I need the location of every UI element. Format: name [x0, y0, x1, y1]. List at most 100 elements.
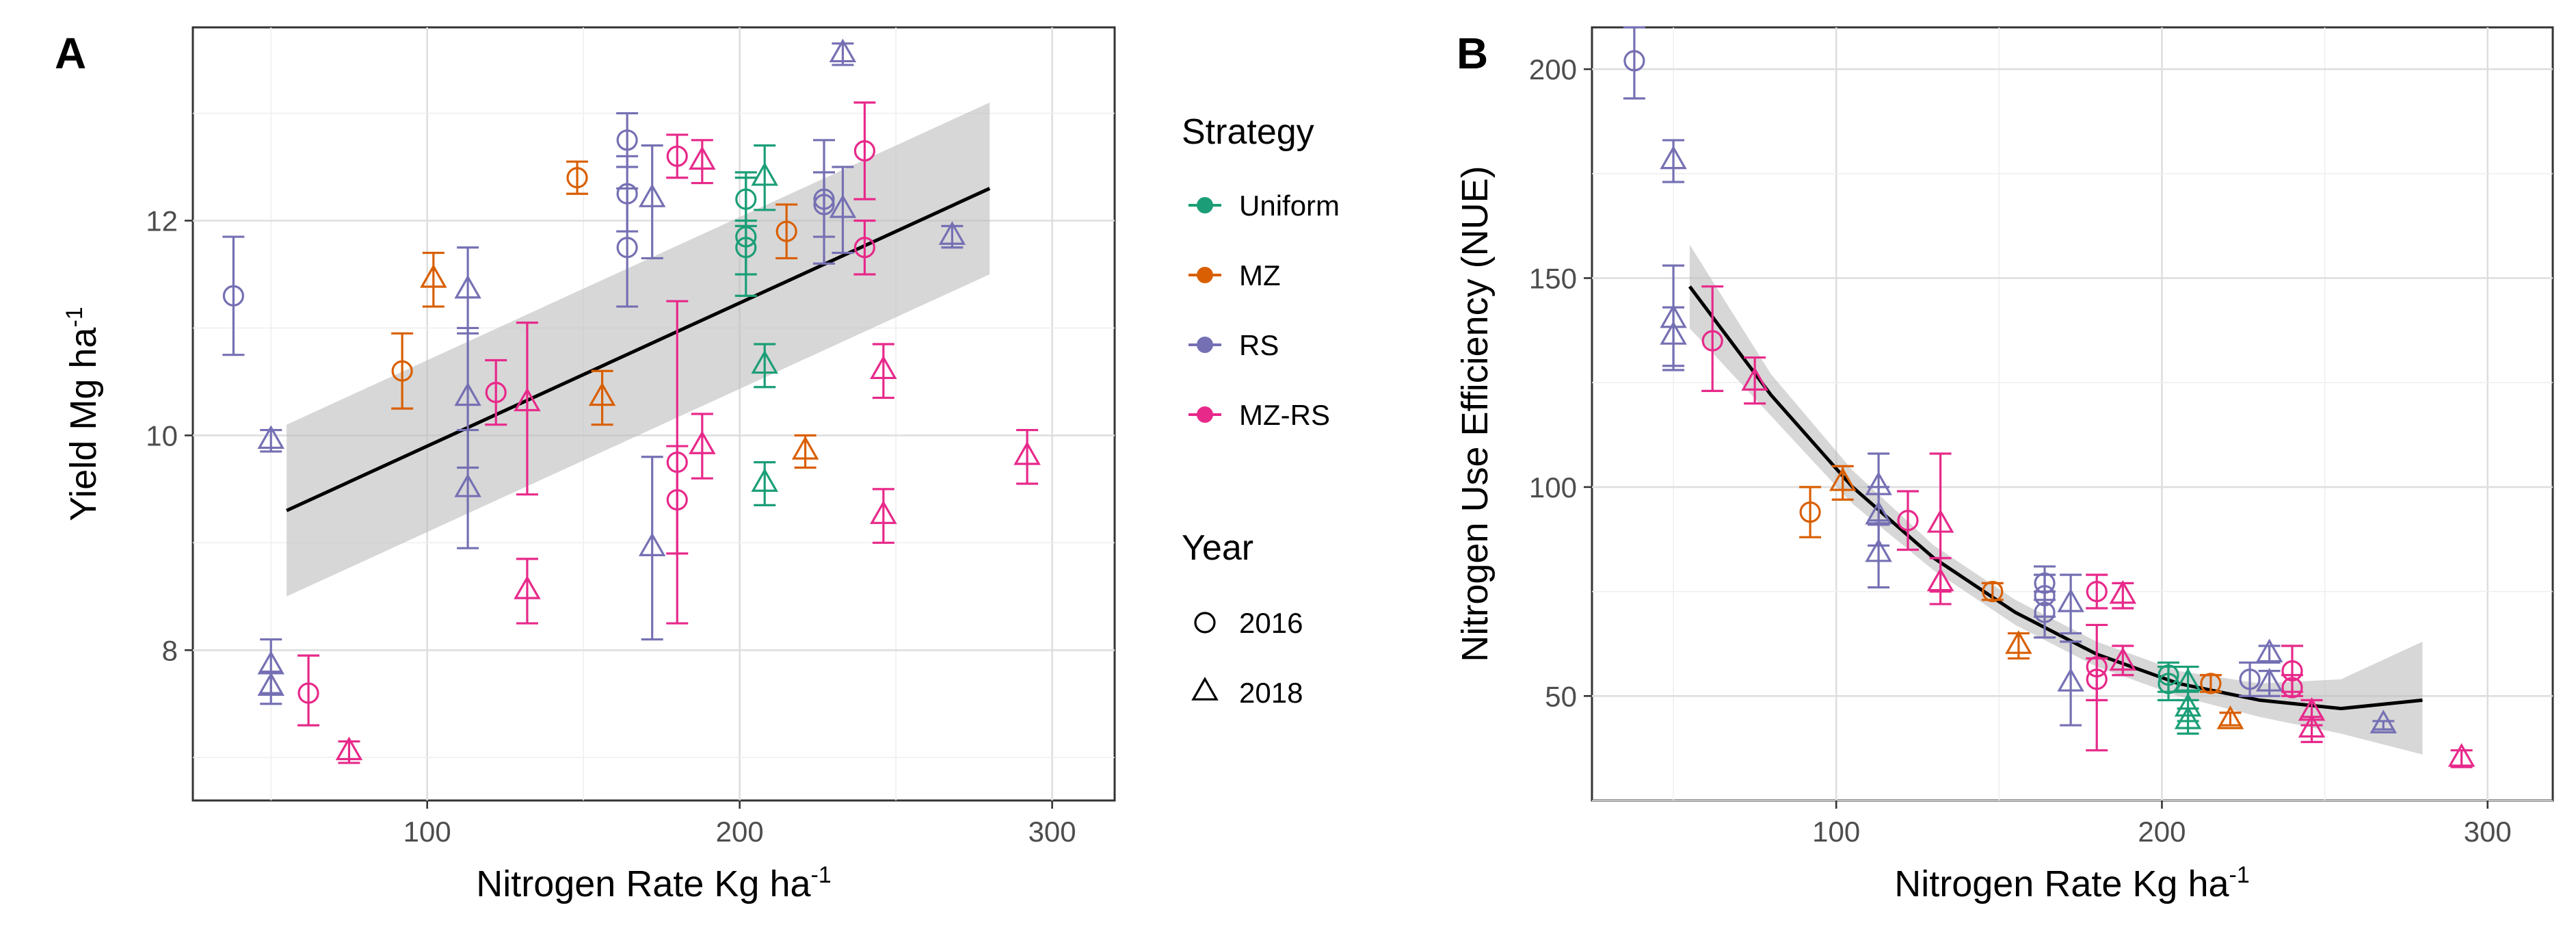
data-point [420, 251, 447, 308]
data-point [751, 461, 778, 507]
panel-a-x-axis-title: Nitrogen Rate Kg ha-1 [476, 862, 832, 904]
data-point [853, 219, 876, 276]
legend-year-label: 2016 [1239, 607, 1303, 639]
triangle-marker [2298, 714, 2326, 738]
circle-marker [853, 237, 876, 259]
data-point [588, 369, 616, 426]
data-point [734, 219, 757, 276]
triangle-marker [791, 436, 819, 460]
data-point [775, 203, 798, 260]
data-point [1701, 285, 1724, 393]
circle-marker [2281, 677, 2303, 699]
data-point [1896, 490, 1919, 551]
x-tick-label: 100 [403, 816, 451, 848]
data-point [689, 413, 716, 480]
triangle-marker [1741, 367, 1768, 391]
x-tick-label: 200 [716, 816, 764, 848]
triangle-marker [1013, 441, 1041, 465]
legend-strategy-entries: Uniform MZ RS MZ-RS [1189, 190, 1340, 431]
data-point [1926, 557, 1954, 605]
panel-a-points [222, 38, 1041, 764]
data-point [2174, 705, 2202, 735]
circle-marker [2086, 580, 2108, 603]
y-tick-label: 12 [146, 205, 178, 237]
triangle-marker [1660, 145, 1687, 170]
triangle-marker [2005, 630, 2032, 654]
data-point [813, 139, 836, 265]
data-point [1741, 356, 1768, 405]
triangle-marker [1829, 467, 1857, 491]
triangle-marker [2109, 579, 2137, 604]
panel-a: A 100 200 300 8 10 12 Nitrogen Rate Kg ha-1 Y… [55, 26, 1116, 904]
triangle-marker [751, 468, 778, 492]
data-point [297, 654, 320, 727]
circle-marker [853, 140, 876, 162]
legend-strategy-label: MZ-RS [1239, 399, 1330, 431]
data-point [2216, 705, 2244, 729]
data-point [222, 235, 245, 356]
triangle-marker [2255, 638, 2283, 663]
data-point [751, 144, 778, 211]
circle-marker [813, 188, 835, 210]
triangle-marker [689, 146, 716, 170]
circle-marker [1982, 580, 2004, 603]
data-point [1865, 519, 1892, 589]
triangle-marker [2369, 709, 2398, 733]
triangle-marker [1660, 321, 1687, 345]
triangle-marker [829, 38, 857, 63]
y-tick-label: 150 [1529, 262, 1577, 294]
circle-marker [391, 360, 413, 382]
circle-marker [1897, 510, 1919, 532]
data-point [257, 425, 284, 453]
triangle-marker [689, 430, 716, 454]
legend: Strategy Uniform MZ RS MZ-RS Year 2016 2018 [1182, 112, 1340, 709]
data-point [870, 343, 897, 400]
circle-marker [2157, 673, 2179, 694]
data-point [2239, 661, 2261, 697]
data-point [2199, 673, 2222, 694]
legend-year-label: 2018 [1239, 677, 1303, 709]
circle-marker [735, 237, 757, 259]
data-point [2255, 668, 2283, 697]
data-point [1799, 486, 1822, 538]
data-point [514, 558, 541, 625]
data-point [666, 133, 689, 179]
x-tick-label: 300 [1028, 816, 1076, 848]
y-tick-label: 10 [146, 419, 178, 452]
legend-circle-marker [1194, 612, 1216, 634]
triangle-marker [1926, 509, 1954, 533]
data-point [751, 343, 778, 389]
data-point [2255, 638, 2283, 664]
data-point [2447, 743, 2475, 768]
triangle-marker [420, 264, 447, 288]
data-point [391, 332, 414, 410]
triangle-marker [829, 194, 857, 218]
triangle-marker [335, 736, 363, 761]
legend-year-title: Year [1182, 528, 1253, 568]
circle-marker [222, 285, 245, 307]
data-point [2369, 709, 2398, 733]
legend-strategy-label: RS [1239, 329, 1279, 361]
circle-marker [1799, 501, 1821, 523]
circle-marker [2200, 673, 2222, 694]
data-point [2057, 640, 2084, 727]
data-point [2298, 714, 2326, 744]
triangle-marker [257, 672, 284, 696]
triangle-marker [870, 500, 897, 524]
data-point [791, 434, 819, 469]
data-point [2086, 657, 2108, 702]
circle-marker [2086, 668, 2108, 690]
panel-b: B 100 200 300 50 100 150 200 Nitrogen Rate Kg … [1455, 26, 2554, 904]
legend-year-entries: 2016 2018 [1191, 607, 1303, 709]
data-point [870, 488, 897, 544]
triangle-marker [751, 161, 778, 186]
circle-marker [2034, 601, 2056, 623]
y-tick-label: 100 [1529, 471, 1577, 504]
panel-b-x-axis-title: Nitrogen Rate Kg ha-1 [1894, 862, 2250, 904]
panel-a-label: A [55, 29, 86, 78]
legend-strategy-swatch [1197, 197, 1213, 213]
panel-b-label: B [1457, 29, 1488, 78]
triangle-marker [2174, 705, 2202, 729]
panel-a-y-axis-title: Yield Mg ha-1 [62, 307, 104, 521]
triangle-marker [514, 575, 541, 599]
